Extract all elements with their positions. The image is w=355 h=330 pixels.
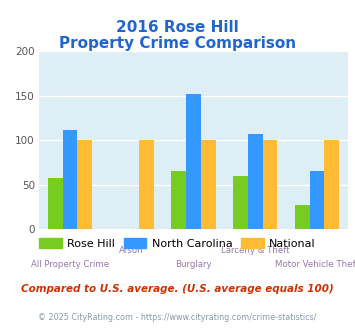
Bar	[201, 140, 216, 229]
Bar	[171, 172, 186, 229]
Legend: Rose Hill, North Carolina, National: Rose Hill, North Carolina, National	[35, 234, 320, 253]
Bar	[48, 178, 62, 229]
Bar	[324, 140, 339, 229]
Bar	[295, 205, 310, 229]
Bar	[186, 94, 201, 229]
Bar	[139, 140, 154, 229]
Bar	[233, 176, 248, 229]
Bar	[310, 172, 324, 229]
Bar	[62, 130, 77, 229]
Text: Motor Vehicle Theft: Motor Vehicle Theft	[275, 260, 355, 269]
Bar	[248, 134, 263, 229]
Bar	[77, 140, 92, 229]
Text: Property Crime Comparison: Property Crime Comparison	[59, 36, 296, 51]
Text: 2016 Rose Hill: 2016 Rose Hill	[116, 20, 239, 35]
Bar	[263, 140, 278, 229]
Text: Compared to U.S. average. (U.S. average equals 100): Compared to U.S. average. (U.S. average …	[21, 284, 334, 294]
Text: © 2025 CityRating.com - https://www.cityrating.com/crime-statistics/: © 2025 CityRating.com - https://www.city…	[38, 313, 317, 322]
Text: Larceny & Theft: Larceny & Theft	[221, 246, 290, 255]
Text: Arson: Arson	[119, 246, 144, 255]
Text: Burglary: Burglary	[175, 260, 212, 269]
Text: All Property Crime: All Property Crime	[31, 260, 109, 269]
